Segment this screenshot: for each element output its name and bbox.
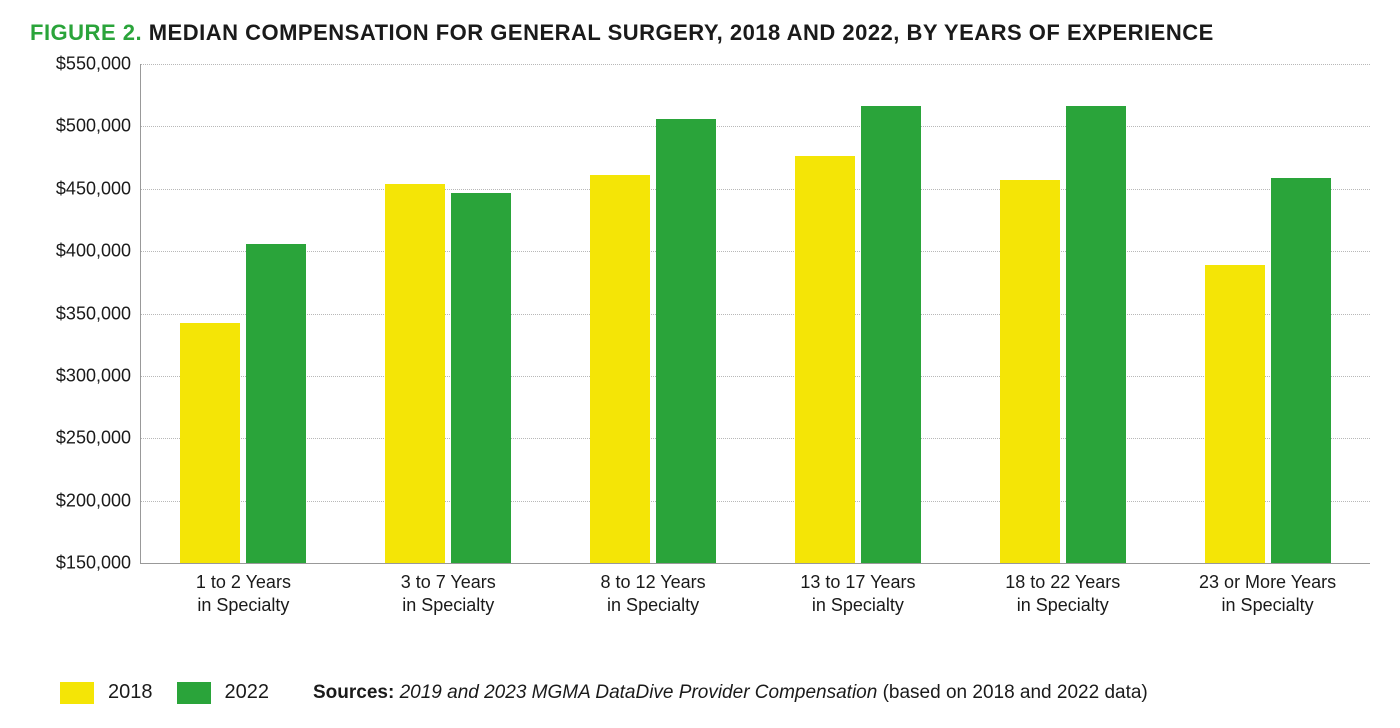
bar-2018	[795, 156, 855, 563]
bar-2018	[1205, 265, 1265, 563]
x-axis-category-label: 13 to 17 Yearsin Specialty	[778, 563, 938, 616]
y-axis-tick-label: $450,000	[56, 178, 141, 199]
bar-group	[590, 119, 716, 563]
y-axis-tick-label: $500,000	[56, 116, 141, 137]
figure-container: FIGURE 2. MEDIAN COMPENSATION FOR GENERA…	[0, 0, 1400, 728]
grid-line	[141, 189, 1370, 190]
legend-and-sources: 2018 2022 Sources: 2019 and 2023 MGMA Da…	[60, 681, 1370, 704]
y-axis-tick-label: $550,000	[56, 54, 141, 75]
figure-title-text: MEDIAN COMPENSATION FOR GENERAL SURGERY,…	[149, 20, 1214, 45]
legend-label-2022: 2022	[225, 681, 270, 704]
bar-2018	[385, 184, 445, 563]
figure-number: FIGURE 2.	[30, 20, 142, 45]
sources-text: Sources: 2019 and 2023 MGMA DataDive Pro…	[313, 682, 1148, 704]
x-axis-category-label: 8 to 12 Yearsin Specialty	[573, 563, 733, 616]
y-axis-tick-label: $350,000	[56, 303, 141, 324]
y-axis-tick-label: $200,000	[56, 490, 141, 511]
grid-line	[141, 251, 1370, 252]
bar-2018	[590, 175, 650, 563]
bar-2022	[1271, 178, 1331, 563]
bar-2022	[656, 119, 716, 563]
sources-prefix: Sources	[313, 682, 388, 703]
bar-2018	[1000, 180, 1060, 563]
figure-title: FIGURE 2. MEDIAN COMPENSATION FOR GENERA…	[30, 20, 1370, 46]
legend-label-2018: 2018	[108, 681, 153, 704]
grid-line	[141, 501, 1370, 502]
bar-2022	[1066, 106, 1126, 563]
bar-group	[1000, 106, 1126, 563]
bar-group	[180, 244, 306, 563]
x-axis-category-label: 3 to 7 Yearsin Specialty	[368, 563, 528, 616]
y-axis-tick-label: $250,000	[56, 428, 141, 449]
y-axis-tick-label: $300,000	[56, 365, 141, 386]
y-axis-tick-label: $400,000	[56, 241, 141, 262]
bar-group	[795, 106, 921, 563]
bar-2018	[180, 323, 240, 563]
plot-region: $150,000$200,000$250,000$300,000$350,000…	[140, 64, 1370, 564]
grid-line	[141, 438, 1370, 439]
x-axis-category-label: 18 to 22 Yearsin Specialty	[983, 563, 1143, 616]
grid-line	[141, 376, 1370, 377]
chart-area: $150,000 $200,000 $250,000 $300,000 $350,000…	[30, 64, 1370, 624]
legend-swatch-2022	[177, 682, 211, 704]
bar-2022	[451, 193, 511, 564]
grid-line	[141, 314, 1370, 315]
sources-suffix: (based on 2018 and 2022 data)	[877, 682, 1147, 703]
grid-line	[141, 126, 1370, 127]
bar-2022	[246, 244, 306, 563]
x-axis-category-label: 1 to 2 Yearsin Specialty	[163, 563, 323, 616]
grid-line	[141, 64, 1370, 65]
bar-2022	[861, 106, 921, 563]
bar-group	[1205, 178, 1331, 563]
bar-group	[385, 184, 511, 563]
sources-italic: 2019 and 2023 MGMA DataDive Provider Com…	[400, 682, 878, 703]
x-axis-category-label: 23 or More Yearsin Specialty	[1188, 563, 1348, 616]
y-axis-tick-label: $150,000	[56, 553, 141, 574]
legend-swatch-2018	[60, 682, 94, 704]
